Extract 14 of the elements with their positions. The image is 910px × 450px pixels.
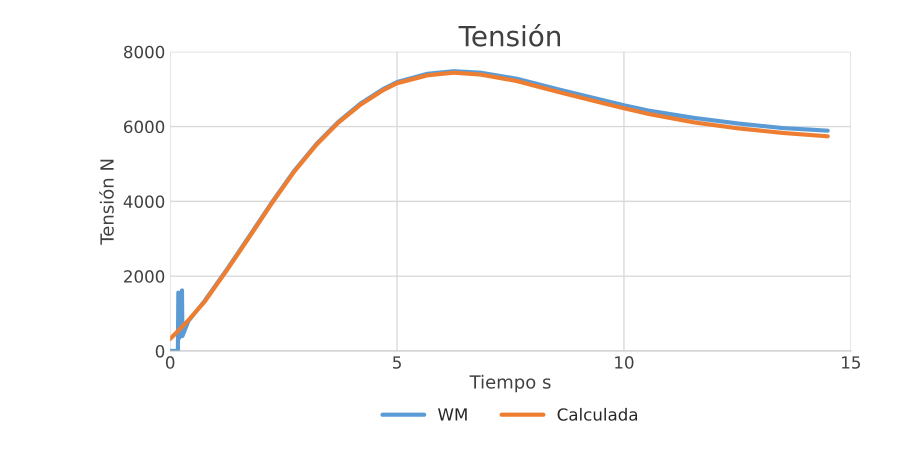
chart-title: Tensión [458,24,560,47]
x-tick-label: 15 [842,356,860,369]
y-axis-title: Tensión N [99,160,114,245]
legend-label: Calculada [558,408,638,421]
x-tick-label: 10 [615,356,634,369]
x-tick-label: 0 [166,356,174,369]
legend-label: WM [438,408,467,421]
x-axis-title: Tiempo s [470,374,551,392]
y-tick-label: 8000 [124,46,164,58]
y-tick-label: 4000 [124,195,164,208]
y-tick-label: 6000 [124,120,164,134]
y-tick-label: 2000 [124,270,164,283]
y-tick-label: 0 [156,344,164,358]
x-tick-label: 5 [393,356,401,369]
